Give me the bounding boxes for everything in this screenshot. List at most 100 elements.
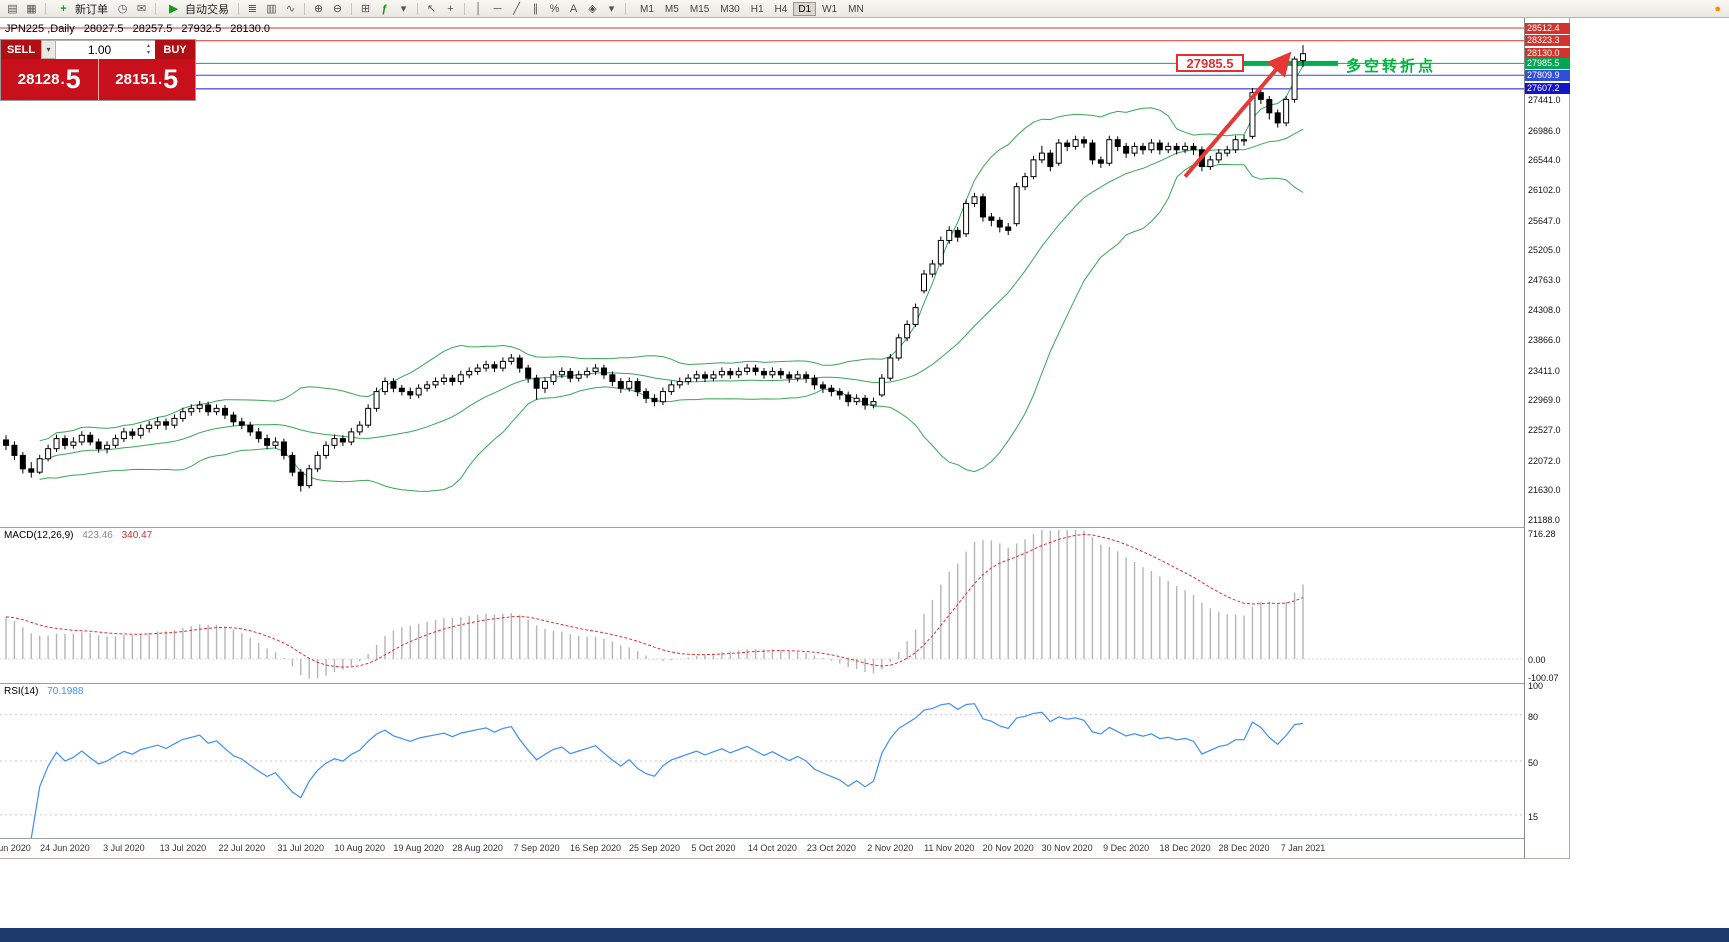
buy-price-dot: .	[158, 71, 163, 88]
close-value: 28130.0	[230, 23, 271, 35]
grid-icon[interactable]: ⊞	[360, 3, 371, 15]
panel-separator[interactable]	[0, 527, 1569, 528]
channel-icon[interactable]: ∥	[532, 3, 539, 15]
macd-scale-label: 0.00	[1528, 655, 1546, 665]
date-label: 14 Oct 2020	[747, 843, 797, 853]
toolbar-separator	[625, 2, 626, 15]
window-right-border	[1569, 18, 1570, 859]
new-order-button[interactable]: + 新订单	[51, 1, 112, 16]
order-type-dropdown[interactable]: ▾	[41, 40, 56, 59]
macd-value: 423.46	[82, 530, 113, 541]
trendline-icon[interactable]: ╱	[513, 3, 520, 15]
date-label: 31 Jul 2020	[277, 843, 325, 853]
date-label: 7 Jan 2021	[1280, 843, 1326, 853]
buy-button[interactable]: BUY	[155, 40, 195, 59]
autotrade-button[interactable]: ▶ 自动交易	[161, 1, 233, 16]
date-label: 30 Nov 2020	[1041, 843, 1093, 853]
turning-point-text[interactable]: 多空转折点	[1346, 58, 1437, 75]
crosshair-icon[interactable]: +	[447, 2, 454, 15]
templates-dropdown-icon[interactable]: ▾	[400, 3, 407, 15]
date-label: 9 Dec 2020	[1103, 843, 1150, 853]
panel-separator[interactable]	[0, 683, 1569, 684]
chart-ohlc-header: JPN225 ,Daily 28027.5 28257.5 27932.5 28…	[5, 23, 276, 35]
spin-up-icon[interactable]: ▴	[146, 42, 150, 49]
buy-price[interactable]: 28151 . 5	[99, 59, 196, 100]
timeframe-m1[interactable]: M1	[640, 3, 654, 15]
zoom-in-icon[interactable]: ⊕	[313, 3, 324, 15]
price-tag: 28323.3	[1525, 35, 1570, 47]
timeframe-w1[interactable]: W1	[822, 3, 838, 15]
profiles-icon[interactable]: ▦	[26, 3, 37, 15]
timeframe-d1[interactable]: D1	[793, 1, 817, 16]
shapes-dropdown-icon[interactable]: ▾	[608, 3, 615, 15]
shapes-icon[interactable]: ◈	[588, 3, 597, 15]
horizontal-line-icon[interactable]: ─	[493, 2, 502, 15]
new-chart-icon[interactable]: ▤	[7, 3, 18, 15]
rsi-indicator-panel[interactable]	[0, 684, 1524, 838]
zoom-out-icon[interactable]: ⊖	[332, 3, 343, 15]
alarm-icon[interactable]: ◷	[117, 3, 128, 15]
price-tick: 22969.0	[1528, 395, 1561, 406]
autotrade-play-icon: ▶	[169, 3, 178, 15]
timeframe-h1[interactable]: H1	[750, 3, 764, 15]
rsi-scale-label: 50	[1528, 758, 1539, 768]
turning-point-price-label[interactable]: 27985.5	[1176, 54, 1244, 72]
toolbar-separator	[304, 2, 305, 15]
sell-price-dot: .	[60, 71, 65, 88]
date-label: 16 Sep 2020	[570, 843, 622, 853]
date-label: 3 Jul 2020	[103, 843, 145, 853]
text-tool-icon[interactable]: A	[569, 2, 578, 15]
price-tag: 28130.0	[1525, 48, 1570, 60]
panel-separator[interactable]	[0, 838, 1569, 839]
date-label: 15 Jun 2020	[0, 843, 31, 853]
low-value: 27932.5	[181, 23, 222, 35]
toolbar-separator	[45, 2, 46, 15]
fibonacci-icon[interactable]: %	[549, 2, 560, 15]
price-tag: 27985.5	[1525, 57, 1570, 69]
price-tick: 21630.0	[1528, 485, 1561, 496]
volume-input[interactable]	[56, 41, 155, 59]
rsi-name: RSI(14)	[4, 686, 39, 697]
volume-spinner[interactable]: ▴ ▾	[143, 41, 154, 58]
date-label: 5 Oct 2020	[691, 843, 736, 853]
time-axis[interactable]: 15 Jun 2020 24 Jun 2020 3 Jul 2020 13 Jul 2…	[0, 839, 1524, 858]
timeframe-m5[interactable]: M5	[664, 3, 679, 15]
price-tag: 27809.9	[1525, 69, 1570, 81]
price-tick: 27441.0	[1528, 95, 1561, 105]
price-tick: 26986.0	[1528, 125, 1561, 136]
alert-icon[interactable]: ●	[1714, 2, 1721, 15]
date-label: 18 Dec 2020	[1159, 843, 1211, 853]
macd-indicator-panel[interactable]	[0, 528, 1524, 683]
price-tick: 25647.0	[1528, 215, 1561, 226]
line-chart-icon[interactable]: ∿	[285, 3, 296, 15]
timeframe-mn[interactable]: MN	[848, 3, 864, 15]
date-label: 22 Jul 2020	[218, 843, 266, 853]
timeframe-h4[interactable]: H4	[774, 3, 788, 15]
sell-price[interactable]: 28128 . 5	[1, 59, 99, 100]
timeframe-m15[interactable]: M15	[689, 3, 710, 15]
bar-chart-icon[interactable]: ≣	[247, 3, 258, 15]
price-scale[interactable]: 27441.0 26986.0 26544.0 26102.0 25647.0 25205…	[1524, 18, 1570, 858]
buy-price-frac: 5	[163, 64, 179, 94]
price-tick: 23411.0	[1528, 365, 1560, 376]
date-label: 24 Jun 2020	[40, 843, 90, 853]
cursor-icon[interactable]: ↖	[426, 3, 437, 15]
date-label: 2 Nov 2020	[867, 843, 914, 853]
bollinger-band-line	[39, 128, 1304, 461]
candle-chart-ic[interactable]: ▥	[266, 3, 277, 15]
mail-icon[interactable]: ✉	[136, 3, 147, 15]
toolbar-separator	[417, 2, 418, 15]
rsi-line	[30, 702, 1304, 838]
indicators-icon[interactable]: ƒ	[381, 2, 388, 15]
window-bottom-border	[0, 858, 1570, 859]
vertical-line-icon[interactable]: │	[475, 2, 482, 15]
open-value: 28027.5	[83, 23, 124, 35]
buy-price-main: 28151	[115, 71, 157, 88]
sell-button[interactable]: SELL	[1, 40, 41, 59]
date-label: 23 Oct 2020	[806, 843, 856, 853]
price-chart[interactable]	[0, 18, 1524, 527]
price-tick: 22072.0	[1528, 455, 1561, 466]
timeframe-m30[interactable]: M30	[720, 3, 740, 15]
spin-down-icon[interactable]: ▾	[146, 49, 150, 56]
price-tick: 26102.0	[1528, 184, 1561, 195]
